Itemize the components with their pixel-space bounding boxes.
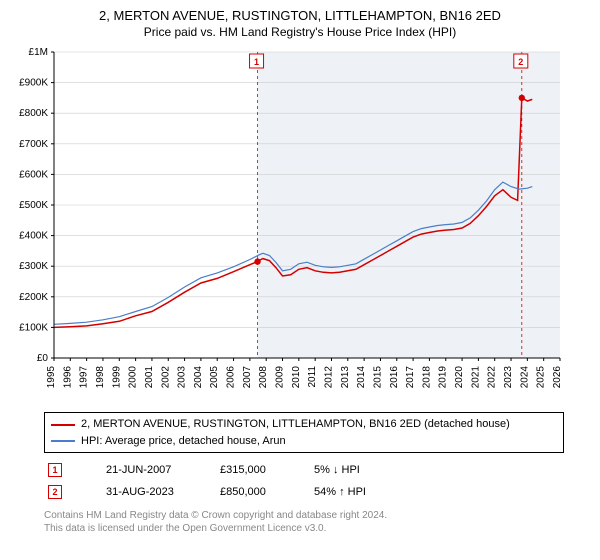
legend-swatch-property — [51, 424, 75, 426]
svg-text:2004: 2004 — [193, 366, 204, 389]
svg-text:2: 2 — [518, 57, 523, 67]
svg-text:1996: 1996 — [62, 366, 73, 389]
svg-text:£900K: £900K — [19, 78, 48, 89]
event-date-2: 31-AUG-2023 — [106, 486, 196, 498]
svg-text:2002: 2002 — [160, 366, 171, 389]
svg-text:2023: 2023 — [503, 366, 514, 389]
svg-text:2025: 2025 — [536, 366, 547, 389]
svg-text:2008: 2008 — [258, 366, 269, 389]
footer: Contains HM Land Registry data © Crown c… — [44, 509, 564, 535]
svg-text:2012: 2012 — [323, 366, 334, 389]
svg-text:£100K: £100K — [19, 323, 48, 334]
svg-text:1995: 1995 — [46, 366, 57, 389]
svg-text:2009: 2009 — [275, 366, 286, 389]
svg-text:1997: 1997 — [79, 366, 90, 389]
event-delta-1: 5% ↓ HPI — [314, 464, 360, 476]
chart-area: £0 £100K £200K £300K £400K £500K £600K £700K £80… — [10, 46, 590, 406]
svg-text:2001: 2001 — [144, 366, 155, 389]
svg-text:2010: 2010 — [291, 366, 302, 389]
svg-text:£1M: £1M — [29, 47, 48, 58]
footer-line-1: Contains HM Land Registry data © Crown c… — [44, 509, 564, 522]
event-row-2: 2 31-AUG-2023 £850,000 54% ↑ HPI — [44, 481, 564, 503]
legend-row-hpi: HPI: Average price, detached house, Arun — [51, 433, 557, 450]
svg-text:2000: 2000 — [128, 366, 139, 389]
svg-text:2005: 2005 — [209, 366, 220, 389]
events-table: 1 21-JUN-2007 £315,000 5% ↓ HPI 2 31-AUG… — [44, 459, 564, 503]
legend-label-property: 2, MERTON AVENUE, RUSTINGTON, LITTLEHAMP… — [81, 416, 510, 433]
title-line-1: 2, MERTON AVENUE, RUSTINGTON, LITTLEHAMP… — [10, 8, 590, 25]
svg-text:2003: 2003 — [177, 366, 188, 389]
svg-text:£600K: £600K — [19, 170, 48, 181]
event-marker-2: 2 — [48, 485, 62, 499]
svg-text:2007: 2007 — [242, 366, 253, 389]
svg-text:1: 1 — [254, 57, 259, 67]
svg-text:£0: £0 — [37, 353, 49, 364]
event-delta-2: 54% ↑ HPI — [314, 486, 366, 498]
svg-text:£400K: £400K — [19, 231, 48, 242]
svg-text:2011: 2011 — [307, 366, 318, 388]
svg-text:£700K: £700K — [19, 139, 48, 150]
svg-text:£300K: £300K — [19, 262, 48, 273]
svg-text:£500K: £500K — [19, 200, 48, 211]
svg-text:2020: 2020 — [454, 366, 465, 389]
svg-text:2022: 2022 — [487, 366, 498, 389]
svg-text:£800K: £800K — [19, 109, 48, 120]
event-row-1: 1 21-JUN-2007 £315,000 5% ↓ HPI — [44, 459, 564, 481]
event-price-2: £850,000 — [220, 486, 290, 498]
event-marker-1: 1 — [48, 463, 62, 477]
svg-text:£200K: £200K — [19, 292, 48, 303]
legend-swatch-hpi — [51, 440, 75, 442]
svg-text:2018: 2018 — [421, 366, 432, 389]
event-date-1: 21-JUN-2007 — [106, 464, 196, 476]
svg-text:2006: 2006 — [226, 366, 237, 389]
svg-text:2019: 2019 — [438, 366, 449, 389]
svg-text:2013: 2013 — [340, 366, 351, 389]
svg-text:2026: 2026 — [552, 366, 563, 389]
chart-titles: 2, MERTON AVENUE, RUSTINGTON, LITTLEHAMP… — [10, 8, 590, 40]
svg-text:2024: 2024 — [519, 366, 530, 389]
legend: 2, MERTON AVENUE, RUSTINGTON, LITTLEHAMP… — [44, 412, 564, 453]
legend-row-property: 2, MERTON AVENUE, RUSTINGTON, LITTLEHAMP… — [51, 416, 557, 433]
svg-text:1999: 1999 — [111, 366, 122, 389]
price-chart-svg: £0 £100K £200K £300K £400K £500K £600K £700K £80… — [10, 46, 565, 406]
svg-text:1998: 1998 — [95, 366, 106, 389]
svg-text:2016: 2016 — [389, 366, 400, 389]
svg-text:2015: 2015 — [372, 366, 383, 389]
legend-label-hpi: HPI: Average price, detached house, Arun — [81, 433, 286, 450]
svg-text:2021: 2021 — [470, 366, 481, 389]
footer-line-2: This data is licensed under the Open Gov… — [44, 522, 564, 535]
svg-text:2014: 2014 — [356, 366, 367, 389]
event-price-1: £315,000 — [220, 464, 290, 476]
svg-text:2017: 2017 — [405, 366, 416, 389]
title-line-2: Price paid vs. HM Land Registry's House … — [10, 25, 590, 41]
